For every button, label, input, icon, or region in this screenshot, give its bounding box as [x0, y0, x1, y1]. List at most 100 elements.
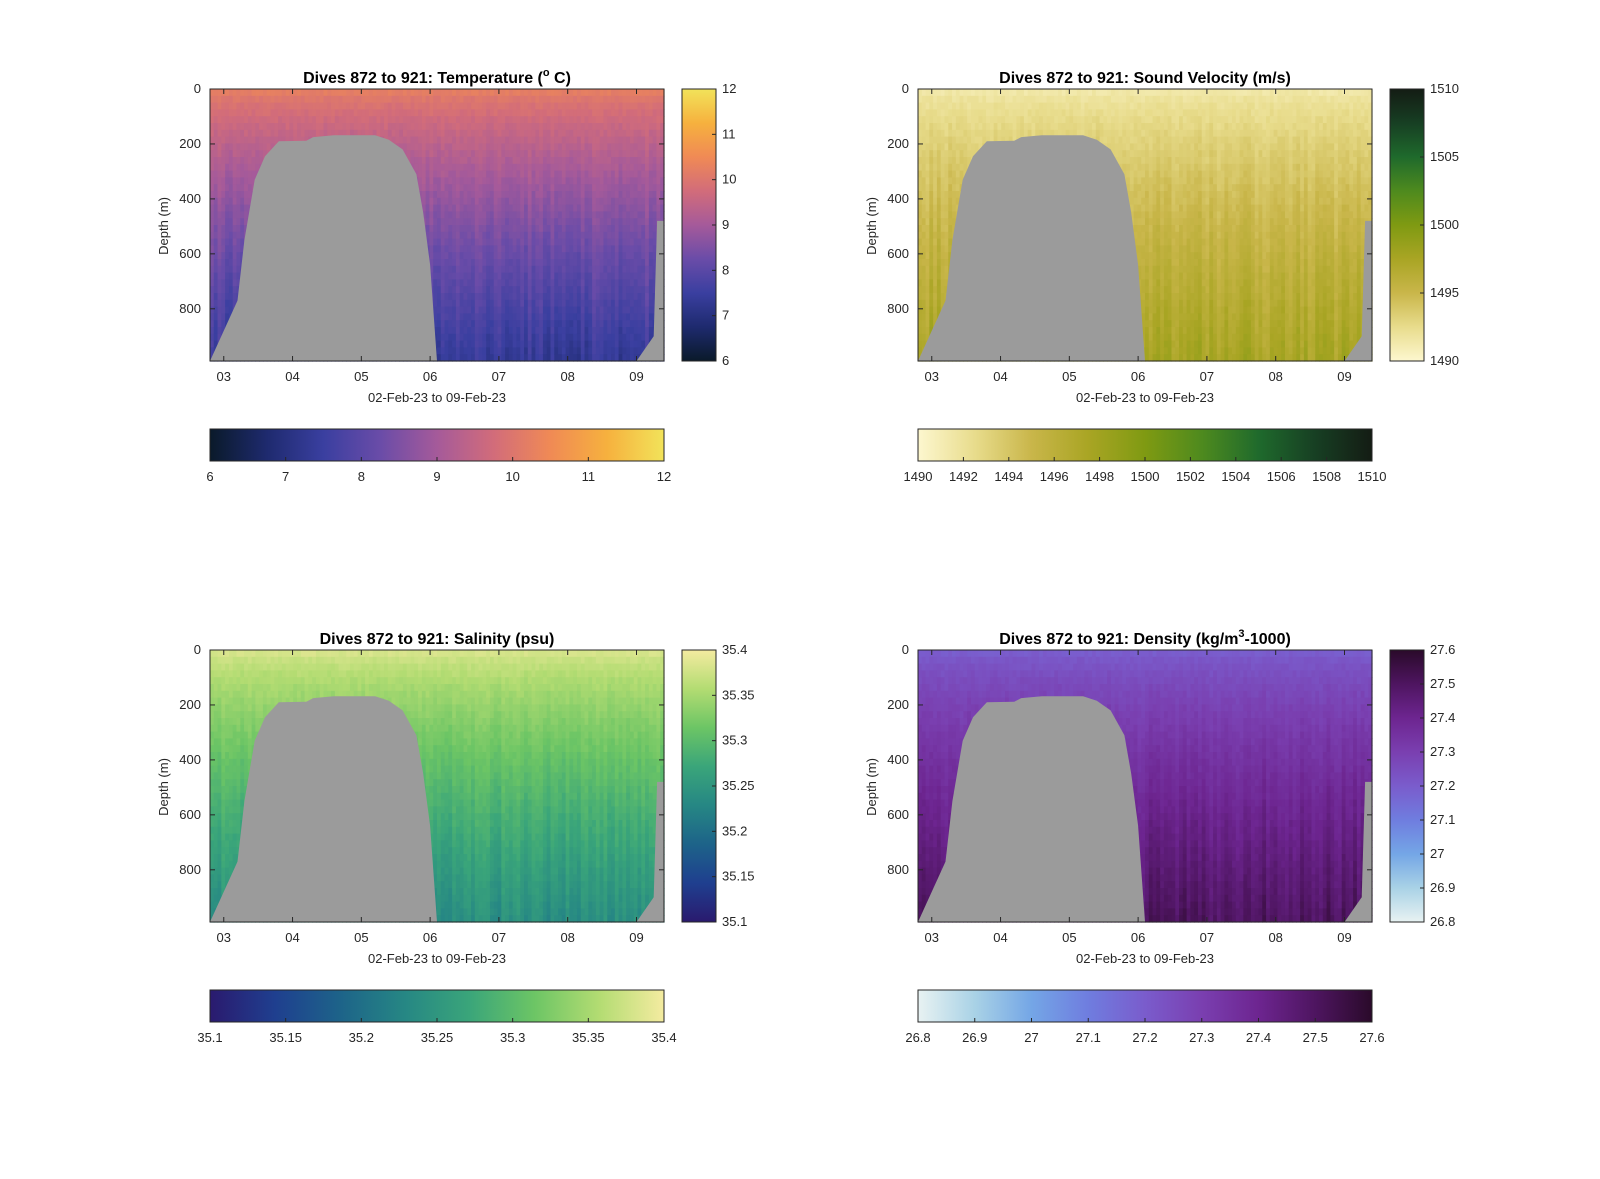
heatmap-cell: [441, 96, 445, 103]
heatmap-cell: [528, 341, 532, 348]
heatmap-cell: [297, 96, 301, 103]
heatmap-cell: [463, 157, 467, 164]
heatmap-cell: [505, 300, 509, 307]
heatmap-cell: [611, 211, 615, 218]
heatmap-cell: [596, 334, 600, 341]
heatmap-cell: [649, 89, 653, 96]
heatmap-cell: [585, 307, 589, 314]
colorbar-tick-label: 10: [505, 469, 519, 484]
heatmap-cell: [482, 89, 486, 96]
heatmap-cell: [562, 96, 566, 103]
heatmap-cell: [622, 259, 626, 266]
heatmap-cell: [456, 313, 460, 320]
heatmap-cell: [513, 171, 517, 178]
heatmap-cell: [482, 225, 486, 232]
heatmap-cell: [585, 164, 589, 171]
heatmap-cell: [486, 232, 490, 239]
heatmap-cell: [535, 252, 539, 259]
heatmap-cell: [607, 286, 611, 293]
heatmap-cell: [414, 109, 418, 116]
heatmap-cell: [501, 164, 505, 171]
heatmap-cell: [641, 103, 645, 110]
heatmap-cell: [611, 137, 615, 144]
heatmap-cell: [520, 116, 524, 123]
heatmap-cell: [501, 286, 505, 293]
heatmap-cell: [649, 137, 653, 144]
heatmap-cell: [445, 266, 449, 273]
heatmap-cell: [422, 123, 426, 130]
heatmap-cell: [471, 341, 475, 348]
heatmap-cell: [221, 279, 225, 286]
heatmap-cell: [532, 157, 536, 164]
heatmap-cell: [649, 198, 653, 205]
heatmap-cell: [554, 273, 558, 280]
heatmap-cell: [634, 232, 638, 239]
heatmap-cell: [634, 143, 638, 150]
heatmap-cell: [429, 232, 433, 239]
heatmap-cell: [607, 130, 611, 137]
heatmap-cell: [218, 266, 222, 273]
heatmap-cell: [524, 143, 528, 150]
heatmap-cell: [547, 143, 551, 150]
heatmap-cell: [656, 205, 660, 212]
heatmap-cell: [596, 273, 600, 280]
heatmap-cell: [532, 307, 536, 314]
heatmap-cell: [622, 191, 626, 198]
heatmap-cell: [528, 266, 532, 273]
heatmap-cell: [603, 307, 607, 314]
heatmap-cell: [248, 130, 252, 137]
heatmap-cell: [535, 320, 539, 327]
heatmap-cell: [490, 164, 494, 171]
heatmap-cell: [619, 266, 623, 273]
heatmap-cell: [645, 137, 649, 144]
heatmap-cell: [233, 109, 237, 116]
heatmap-cell: [926, 205, 930, 212]
heatmap-cell: [429, 191, 433, 198]
heatmap-cell: [441, 286, 445, 293]
heatmap-cell: [456, 143, 460, 150]
heatmap-cell: [418, 177, 422, 184]
heatmap-cell: [520, 341, 524, 348]
heatmap-cell: [528, 211, 532, 218]
heatmap-cell: [482, 300, 486, 307]
heatmap-cell: [505, 266, 509, 273]
heatmap-cell: [520, 300, 524, 307]
heatmap-cell: [592, 259, 596, 266]
heatmap-cell: [248, 164, 252, 171]
heatmap-cell: [498, 259, 502, 266]
heatmap-cell: [490, 218, 494, 225]
heatmap-cell: [619, 171, 623, 178]
heatmap-cell: [569, 191, 573, 198]
heatmap-cell: [513, 259, 517, 266]
heatmap-cell: [448, 273, 452, 280]
heatmap-cell: [218, 198, 222, 205]
heatmap-cell: [494, 286, 498, 293]
heatmap-cell: [433, 245, 437, 252]
heatmap-cell: [479, 232, 483, 239]
heatmap-cell: [622, 143, 626, 150]
heatmap-cell: [918, 266, 922, 273]
heatmap-cell: [312, 89, 316, 96]
heatmap-cell: [479, 354, 483, 361]
heatmap-cell: [524, 130, 528, 137]
heatmap-cell: [573, 103, 577, 110]
heatmap-cell: [543, 225, 547, 232]
heatmap-cell: [554, 245, 558, 252]
heatmap-cell: [558, 354, 562, 361]
x-tick-label: 09: [629, 369, 643, 384]
heatmap-cell: [448, 89, 452, 96]
heatmap-cell: [456, 211, 460, 218]
heatmap-cell: [630, 164, 634, 171]
heatmap-cell: [630, 245, 634, 252]
heatmap-cell: [486, 137, 490, 144]
heatmap-cell: [547, 171, 551, 178]
heatmap-cell: [426, 157, 430, 164]
heatmap-cell: [414, 116, 418, 123]
heatmap-cell: [426, 211, 430, 218]
heatmap-cell: [558, 232, 562, 239]
heatmap-cell: [395, 89, 399, 96]
heatmap-cell: [641, 205, 645, 212]
heatmap-cell: [308, 103, 312, 110]
heatmap-cell: [441, 103, 445, 110]
heatmap-cell: [516, 130, 520, 137]
